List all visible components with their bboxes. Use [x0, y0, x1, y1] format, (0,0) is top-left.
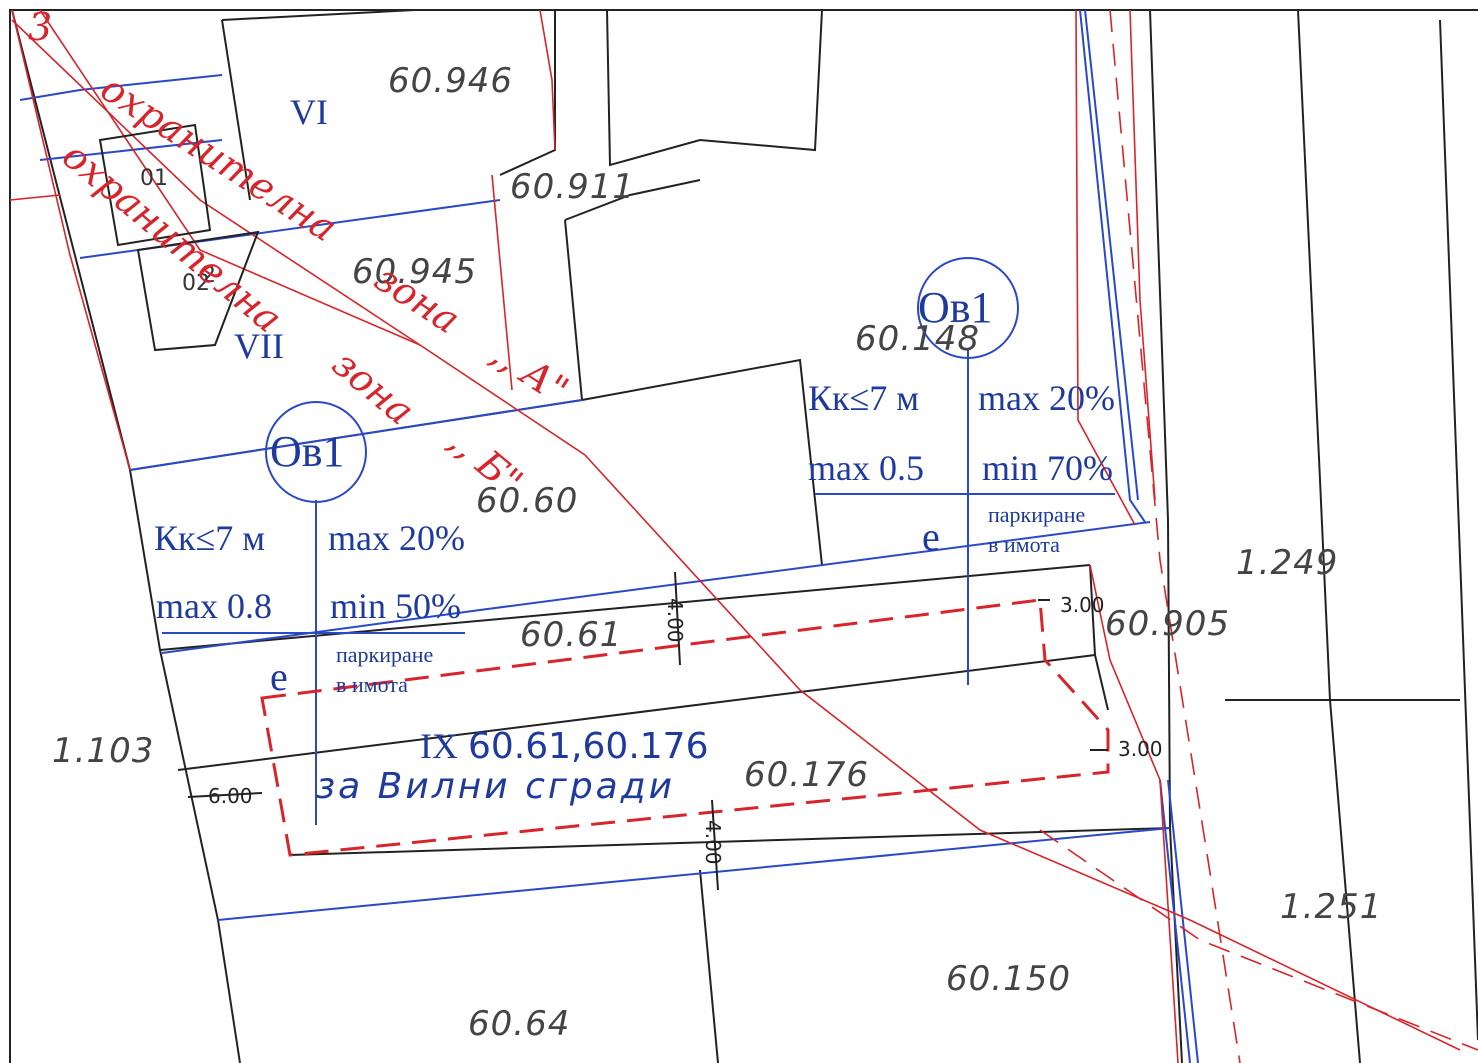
- parcel-label-60176: 60.176: [744, 755, 869, 795]
- regulation-left-parking-1: паркиране: [336, 642, 433, 667]
- regulation-right-mode: е: [922, 514, 940, 559]
- regulation-right-green: min 70%: [982, 448, 1113, 488]
- map-frame: [9, 9, 1478, 1063]
- regulation-lines: [19, 9, 1199, 1063]
- dimension-right-top: 3.00: [1060, 593, 1105, 617]
- regulation-right-parking-2: в имота: [988, 532, 1060, 557]
- block-label-vi: VI: [290, 92, 328, 132]
- parcel-label-60905: 60.905: [1105, 604, 1230, 644]
- dimension-bottom: 4.00: [701, 820, 725, 865]
- plot-numbers: 60.61,60.176: [468, 726, 708, 767]
- building-label-01: 01: [140, 166, 168, 191]
- dimension-right-bottom: 3.00: [1118, 737, 1163, 761]
- regulation-left-height: Кк≤7 м: [154, 518, 265, 558]
- parcel-label-60945: 60.945: [352, 252, 477, 292]
- zone-lines: [9, 9, 1461, 1063]
- building-outlines: [98, 123, 260, 352]
- building-label-2: 2: [202, 263, 216, 288]
- parcel-label-6060: 60.60: [476, 481, 578, 521]
- parcel-label-60911: 60.911: [510, 167, 635, 207]
- regulation-left-mode: е: [270, 654, 288, 699]
- parcel-label-1103: 1.103: [52, 731, 154, 771]
- regulation-right-density: max 20%: [978, 378, 1115, 418]
- block-label-ix: IX: [420, 726, 458, 766]
- regulation-table-left: Ов1 Кк≤7 м max 20% max 0.8 min 50% е пар…: [154, 427, 465, 699]
- regulation-right-parking-1: паркиране: [988, 502, 1085, 527]
- regulation-table-right: Ов1 Кк≤7 м max 20% max 0.5 min 70% е пар…: [808, 283, 1115, 559]
- regulation-right-index: Ов1: [918, 283, 993, 332]
- regulation-right-height: Кк≤7 м: [808, 378, 919, 418]
- regulation-left-intensity: max 0.8: [156, 586, 272, 626]
- dimension-marks: [187, 571, 1108, 891]
- zone-dashed-lines: [1039, 9, 1478, 1063]
- parcel-label-60150: 60.150: [946, 959, 1071, 999]
- regulation-left-density: max 20%: [328, 518, 465, 558]
- parcel-label-1251: 1.251: [1280, 887, 1382, 927]
- building-envelope: [260, 598, 1110, 857]
- parcel-label-60946: 60.946: [388, 61, 513, 101]
- building-label-02: 02: [182, 271, 210, 296]
- dimension-top: 4.00: [663, 598, 687, 643]
- regulation-left-green: min 50%: [330, 586, 461, 626]
- regulation-left-index: Ов1: [270, 427, 345, 476]
- parcel-label-6061: 60.61: [520, 615, 622, 655]
- corner-label-3: 3: [28, 5, 52, 49]
- parcel-label-60148: 60.148: [855, 319, 980, 359]
- block-label-vii: VII: [234, 326, 284, 366]
- plot-purpose: за Вилни сгради: [316, 766, 675, 807]
- dimension-left: 6.00: [208, 784, 253, 808]
- parcel-label-6064: 60.64: [468, 1004, 570, 1044]
- regulation-right-intensity: max 0.5: [808, 448, 924, 488]
- parcel-label-1249: 1.249: [1236, 543, 1338, 583]
- regulation-left-parking-2: в имота: [336, 672, 408, 697]
